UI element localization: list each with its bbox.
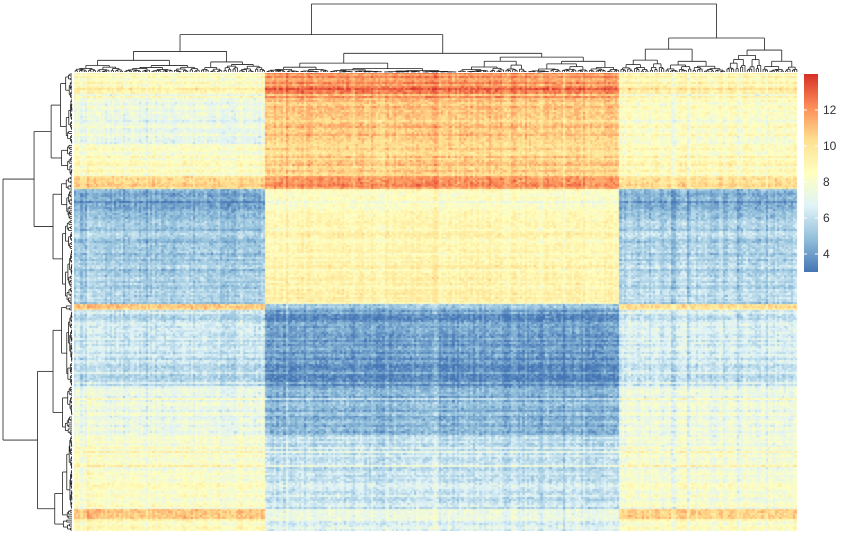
row-dendrogram [2,73,73,531]
heatmap-cells [74,73,798,531]
heatmap-body-wrapper [74,73,798,531]
legend-tick-label: 10 [823,139,837,153]
legend-color-bar [804,74,818,272]
legend-tick-label: 4 [823,247,830,261]
legend-tick-label: 12 [823,103,837,117]
color-legend: 4 6 8 10 12 [804,74,837,272]
legend-tick-label: 6 [823,211,830,225]
legend-tick-label: 8 [823,175,830,189]
column-dendrogram [74,3,798,73]
